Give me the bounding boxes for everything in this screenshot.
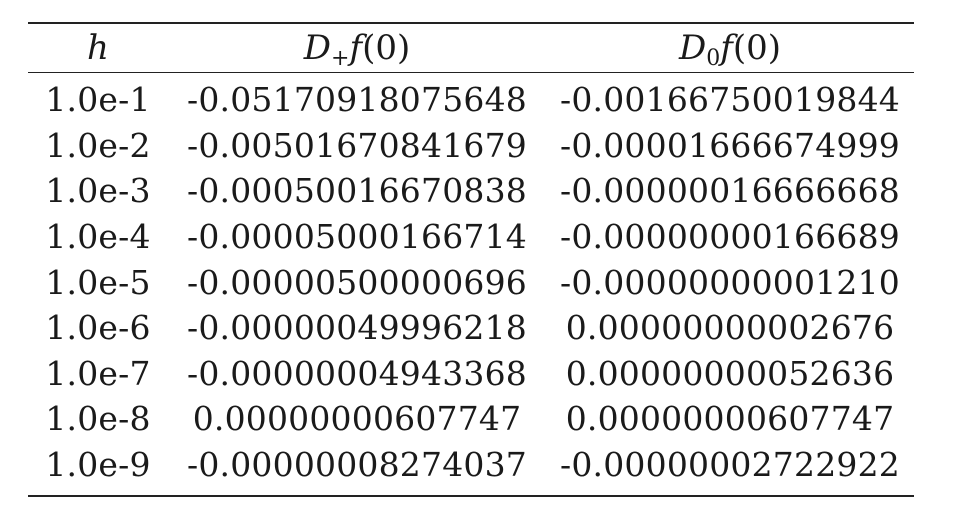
table-row: 1.0e-6 -0.00000049996218 0.0000000000267… xyxy=(28,305,914,351)
cell-central-difference: 0.00000000052636 xyxy=(565,353,895,393)
cell-h: 1.0e-9 xyxy=(45,445,151,485)
cell-forward-difference: -0.00000004943368 xyxy=(187,353,527,393)
header-forward-operator: D xyxy=(303,28,332,68)
cell-h: 1.0e-7 xyxy=(45,353,151,393)
cell-central-difference: -0.00001666674999 xyxy=(560,125,900,165)
table-row: 1.0e-2 -0.00501670841679 -0.000016666749… xyxy=(28,123,914,169)
cell-forward-difference: -0.00501670841679 xyxy=(187,125,527,165)
cell-central-difference: -0.00000000166689 xyxy=(560,217,900,257)
table-row: 1.0e-4 -0.00005000166714 -0.000000001666… xyxy=(28,214,914,260)
cell-h: 1.0e-5 xyxy=(45,262,151,302)
cell-central-difference: -0.00000002722922 xyxy=(560,445,900,485)
cell-forward-difference: 0.00000000607747 xyxy=(192,399,522,439)
table-row: 1.0e-7 -0.00000004943368 0.0000000005263… xyxy=(28,351,914,397)
header-row: h D+f(0) D0f(0) xyxy=(28,23,914,73)
header-forward-subscript: + xyxy=(331,46,350,71)
cell-h: 1.0e-2 xyxy=(45,125,151,165)
cell-forward-difference: -0.00000500000696 xyxy=(187,262,527,302)
header-central-argument: (0) xyxy=(732,28,782,68)
table-header: h D+f(0) D0f(0) xyxy=(28,23,914,73)
cell-h: 1.0e-1 xyxy=(45,80,151,120)
cell-central-difference: -0.00000000001210 xyxy=(560,262,900,302)
table-row: 1.0e-1 -0.05170918075648 -0.001667500198… xyxy=(28,73,914,123)
table-row: 1.0e-8 0.00000000607747 0.00000000607747 xyxy=(28,396,914,442)
header-h: h xyxy=(28,23,168,73)
header-central-subscript: 0 xyxy=(706,46,721,71)
cell-central-difference: 0.00000000607747 xyxy=(565,399,895,439)
table-row: 1.0e-5 -0.00000500000696 -0.000000000012… xyxy=(28,259,914,305)
cell-forward-difference: -0.00005000166714 xyxy=(187,217,527,257)
cell-h: 1.0e-8 xyxy=(45,399,151,439)
cell-h: 1.0e-3 xyxy=(45,171,151,211)
cell-forward-difference: -0.00050016670838 xyxy=(187,171,527,211)
cell-h: 1.0e-6 xyxy=(45,308,151,348)
header-central-difference: D0f(0) xyxy=(546,23,914,73)
header-forward-difference: D+f(0) xyxy=(168,23,546,73)
results-table: h D+f(0) D0f(0) 1.0e-1 -0.05170918075648… xyxy=(28,22,914,497)
table-body: 1.0e-1 -0.05170918075648 -0.001667500198… xyxy=(28,73,914,497)
cell-central-difference: 0.00000000002676 xyxy=(565,308,895,348)
table-row: 1.0e-9 -0.00000008274037 -0.000000027229… xyxy=(28,442,914,497)
header-central-function: f xyxy=(720,28,733,68)
header-central-operator: D xyxy=(678,28,707,68)
cell-h: 1.0e-4 xyxy=(45,217,151,257)
header-forward-function: f xyxy=(349,28,363,68)
cell-forward-difference: -0.05170918075648 xyxy=(187,80,527,120)
cell-central-difference: -0.00166750019844 xyxy=(560,80,900,120)
cell-forward-difference: -0.00000008274037 xyxy=(187,445,527,485)
cell-central-difference: -0.00000016666668 xyxy=(560,171,900,211)
header-h-symbol: h xyxy=(87,28,109,68)
table-row: 1.0e-3 -0.00050016670838 -0.000000166666… xyxy=(28,168,914,214)
header-forward-argument: (0) xyxy=(362,28,411,68)
cell-forward-difference: -0.00000049996218 xyxy=(187,308,527,348)
results-table-container: h D+f(0) D0f(0) 1.0e-1 -0.05170918075648… xyxy=(28,22,914,497)
